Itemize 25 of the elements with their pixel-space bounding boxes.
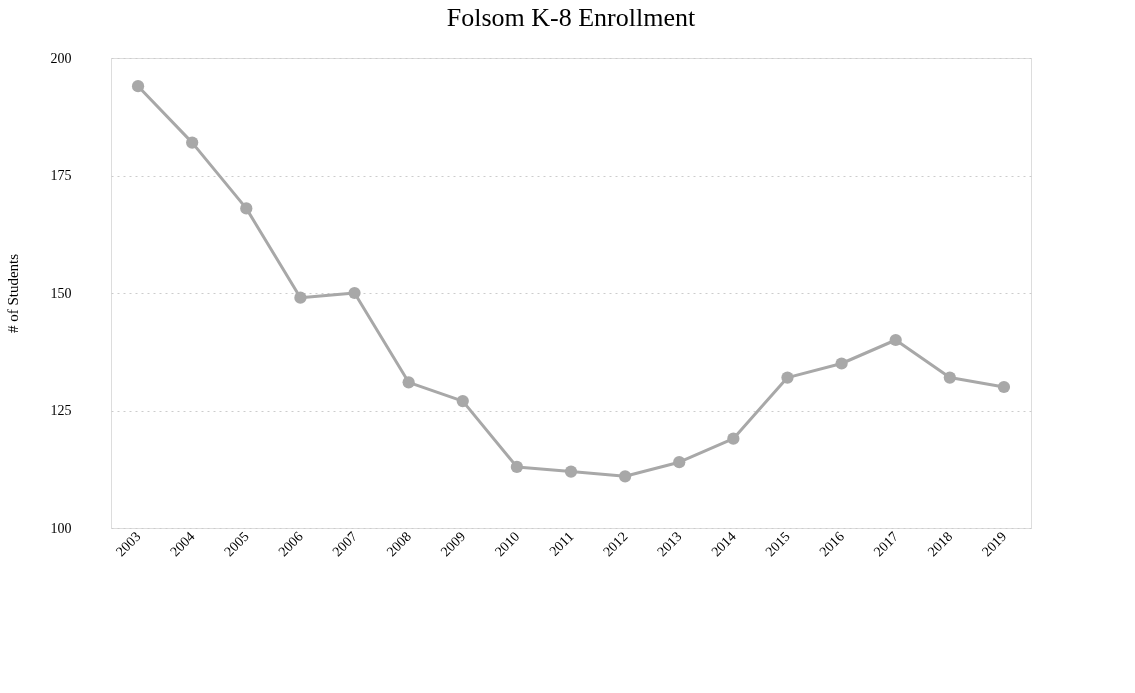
point (348, 286, 361, 300)
point (294, 291, 307, 304)
point (456, 394, 469, 408)
point (835, 357, 848, 370)
y-tick-label: 125 (50, 403, 72, 418)
point (402, 376, 415, 389)
y-tick-label: 100 (50, 520, 72, 536)
point (510, 460, 524, 474)
point (997, 380, 1011, 394)
x-tick-label: 2011 (546, 528, 577, 559)
point (240, 202, 253, 215)
point (673, 456, 686, 469)
y-tick-label: 200 (50, 50, 72, 66)
point (889, 333, 902, 347)
point (727, 432, 740, 445)
point (781, 371, 794, 384)
point (131, 80, 145, 93)
chart-title: Folsom K-8 Enrollment (446, 3, 696, 32)
point (618, 470, 632, 483)
point (943, 371, 956, 384)
y-tick-label: 150 (50, 285, 72, 301)
y-axis-title: # of Students (4, 253, 21, 334)
point (564, 465, 578, 478)
point (186, 136, 199, 149)
y-tick-label: 175 (50, 168, 72, 183)
